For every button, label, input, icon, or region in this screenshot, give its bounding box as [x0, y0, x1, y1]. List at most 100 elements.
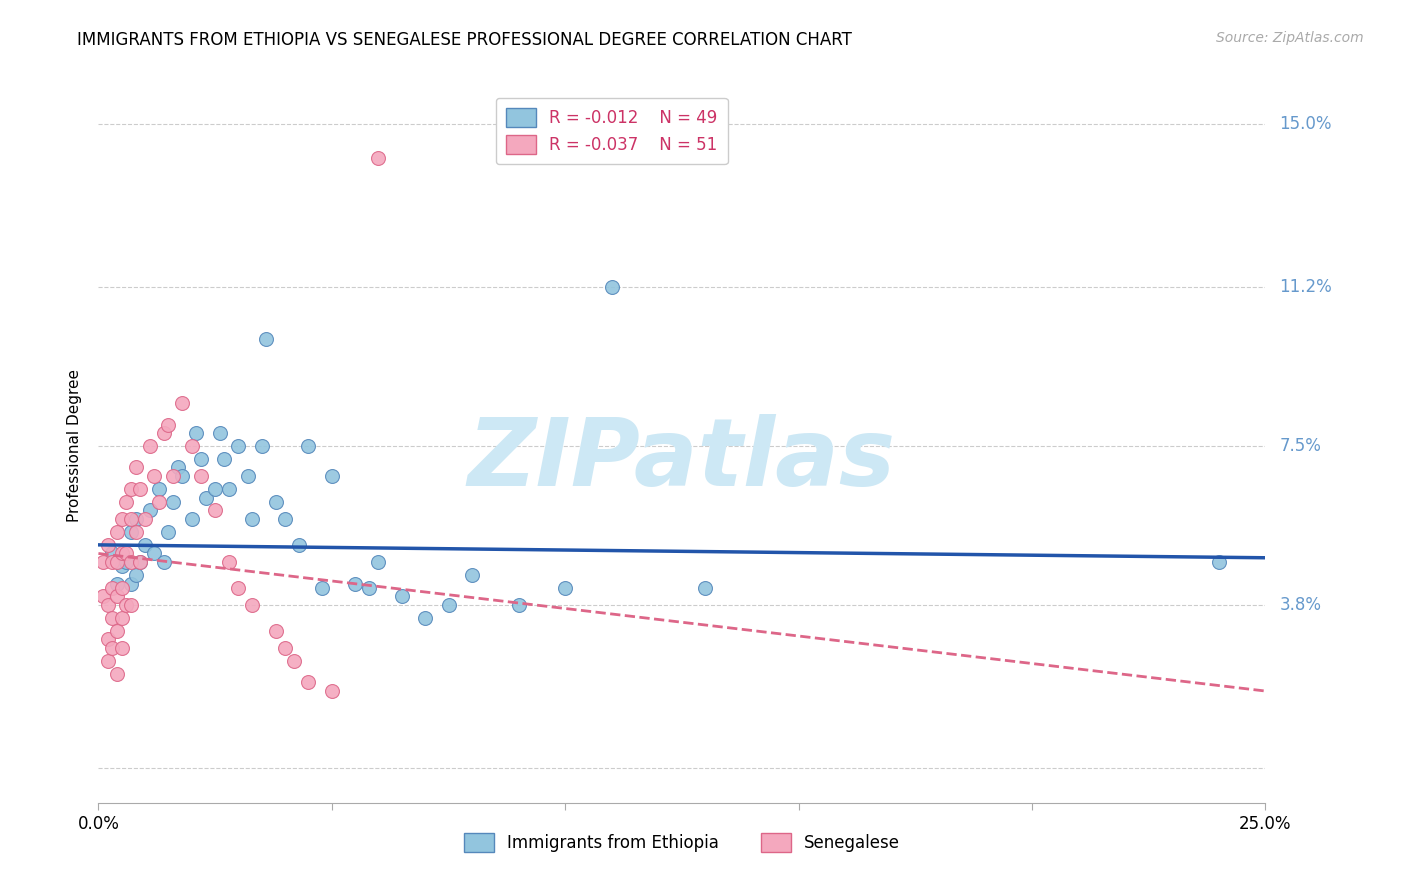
- Text: IMMIGRANTS FROM ETHIOPIA VS SENEGALESE PROFESSIONAL DEGREE CORRELATION CHART: IMMIGRANTS FROM ETHIOPIA VS SENEGALESE P…: [77, 31, 852, 49]
- Point: [367, 151, 389, 165]
- Point: [297, 675, 319, 690]
- Point: [264, 624, 287, 638]
- Point: [125, 568, 148, 582]
- Point: [359, 581, 381, 595]
- Point: [321, 469, 343, 483]
- Point: [111, 611, 134, 625]
- Point: [190, 451, 212, 466]
- Point: [152, 555, 174, 569]
- Point: [101, 581, 124, 595]
- Point: [143, 469, 166, 483]
- Point: [413, 611, 436, 625]
- Text: 11.2%: 11.2%: [1279, 278, 1331, 296]
- Point: [134, 538, 156, 552]
- Point: [125, 524, 148, 539]
- Point: [508, 598, 530, 612]
- Point: [242, 512, 264, 526]
- Point: [115, 598, 138, 612]
- Point: [180, 512, 202, 526]
- Point: [115, 555, 138, 569]
- Point: [311, 581, 333, 595]
- Text: 3.8%: 3.8%: [1279, 596, 1322, 614]
- Point: [111, 546, 134, 560]
- Point: [1208, 555, 1230, 569]
- Point: [391, 590, 413, 604]
- Point: [120, 576, 142, 591]
- Point: [97, 538, 120, 552]
- Point: [111, 559, 134, 574]
- Point: [321, 684, 343, 698]
- Text: Source: ZipAtlas.com: Source: ZipAtlas.com: [1216, 31, 1364, 45]
- Point: [297, 439, 319, 453]
- Point: [461, 568, 484, 582]
- Point: [115, 495, 138, 509]
- Text: 7.5%: 7.5%: [1279, 437, 1322, 455]
- Point: [274, 641, 297, 656]
- Point: [186, 426, 208, 441]
- Point: [125, 512, 148, 526]
- Point: [139, 503, 162, 517]
- Point: [120, 482, 142, 496]
- Point: [172, 396, 194, 410]
- Point: [367, 555, 389, 569]
- Text: ZIPatlas: ZIPatlas: [468, 414, 896, 507]
- Y-axis label: Professional Degree: Professional Degree: [67, 369, 83, 523]
- Text: 15.0%: 15.0%: [1279, 114, 1331, 133]
- Point: [129, 482, 152, 496]
- Point: [157, 417, 180, 432]
- Point: [288, 538, 311, 552]
- Point: [148, 495, 170, 509]
- Point: [125, 460, 148, 475]
- Point: [218, 482, 240, 496]
- Point: [344, 576, 367, 591]
- Point: [91, 590, 114, 604]
- Point: [554, 581, 576, 595]
- Point: [111, 581, 134, 595]
- Point: [437, 598, 460, 612]
- Point: [695, 581, 717, 595]
- Point: [105, 524, 128, 539]
- Point: [120, 598, 142, 612]
- Point: [111, 641, 134, 656]
- Point: [157, 524, 180, 539]
- Point: [180, 439, 202, 453]
- Point: [166, 460, 188, 475]
- Point: [162, 469, 184, 483]
- Point: [172, 469, 194, 483]
- Point: [105, 624, 128, 638]
- Point: [228, 581, 250, 595]
- Point: [129, 555, 152, 569]
- Legend: Immigrants from Ethiopia, Senegalese: Immigrants from Ethiopia, Senegalese: [457, 826, 907, 859]
- Point: [120, 512, 142, 526]
- Point: [134, 512, 156, 526]
- Point: [194, 491, 217, 505]
- Point: [218, 555, 240, 569]
- Point: [283, 654, 305, 668]
- Point: [208, 426, 231, 441]
- Point: [91, 555, 114, 569]
- Point: [148, 482, 170, 496]
- Point: [111, 512, 134, 526]
- Point: [162, 495, 184, 509]
- Point: [115, 546, 138, 560]
- Point: [101, 546, 124, 560]
- Point: [274, 512, 297, 526]
- Point: [97, 598, 120, 612]
- Point: [105, 576, 128, 591]
- Point: [214, 451, 236, 466]
- Point: [101, 611, 124, 625]
- Point: [105, 666, 128, 681]
- Point: [600, 280, 623, 294]
- Point: [264, 495, 287, 509]
- Point: [152, 426, 174, 441]
- Point: [236, 469, 259, 483]
- Point: [228, 439, 250, 453]
- Point: [97, 654, 120, 668]
- Point: [101, 555, 124, 569]
- Point: [120, 524, 142, 539]
- Point: [256, 332, 278, 346]
- Point: [105, 590, 128, 604]
- Point: [242, 598, 264, 612]
- Point: [139, 439, 162, 453]
- Point: [101, 641, 124, 656]
